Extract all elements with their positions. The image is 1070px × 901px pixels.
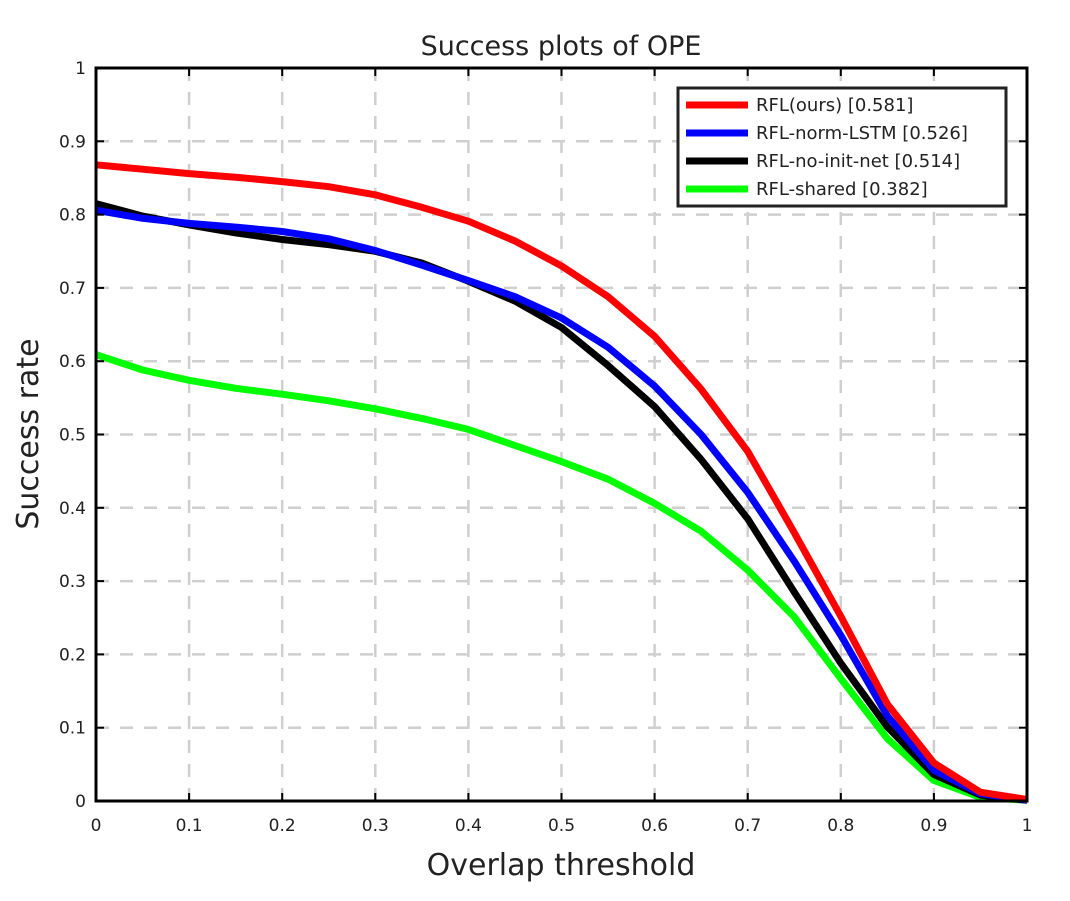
chart-title: Success plots of OPE (421, 31, 702, 62)
legend-label-0: RFL(ours) [0.581] (756, 95, 913, 116)
x-tick-label: 0.2 (269, 816, 296, 836)
y-tick-label: 0 (75, 792, 86, 812)
y-tick-label: 0.7 (59, 279, 86, 299)
x-tick-label: 1 (1022, 816, 1033, 836)
series-line-3 (94, 351, 1028, 804)
y-axis-label: Success rate (11, 338, 46, 529)
y-tick-label: 0.4 (59, 499, 86, 519)
legend-label-2: RFL-no-init-net [0.514] (756, 151, 960, 172)
legend: RFL(ours) [0.581] RFL-norm-LSTM [0.526] RF… (676, 86, 1008, 208)
x-tick-label: 0.9 (920, 816, 947, 836)
y-tick-label: 0.8 (59, 206, 86, 226)
y-tick-label: 0.5 (59, 426, 86, 446)
y-tick-label: 0.1 (59, 719, 86, 739)
x-tick-label: 0.4 (455, 816, 482, 836)
y-tick-label: 0.2 (59, 645, 86, 665)
y-tick-label: 0.9 (59, 132, 86, 152)
x-tick-label: 0.5 (548, 816, 575, 836)
x-axis-label: Overlap threshold (427, 848, 696, 883)
series-line-0 (95, 161, 1028, 803)
x-tick-label: 0.6 (641, 816, 668, 836)
y-tick-label: 0.6 (59, 352, 86, 372)
series-line-1 (95, 206, 1028, 804)
series-line-2 (95, 200, 1028, 804)
x-tick-label: 0.1 (176, 816, 203, 836)
y-tick-label: 1 (75, 59, 86, 79)
axis-ticks: 0 0.1 0.2 0.3 0.4 0.5 0.6 0.7 0.8 0.9 1 0 0.1 0.2 0.3 0… (59, 59, 1032, 836)
x-tick-label: 0.8 (827, 816, 854, 836)
legend-label-3: RFL-shared [0.382] (756, 179, 928, 200)
x-tick-label: 0.3 (362, 816, 389, 836)
x-tick-label: 0.7 (734, 816, 761, 836)
legend-label-1: RFL-norm-LSTM [0.526] (756, 123, 968, 144)
series-lines (94, 161, 1028, 804)
x-tick-label: 0 (91, 816, 102, 836)
y-tick-label: 0.3 (59, 572, 86, 592)
